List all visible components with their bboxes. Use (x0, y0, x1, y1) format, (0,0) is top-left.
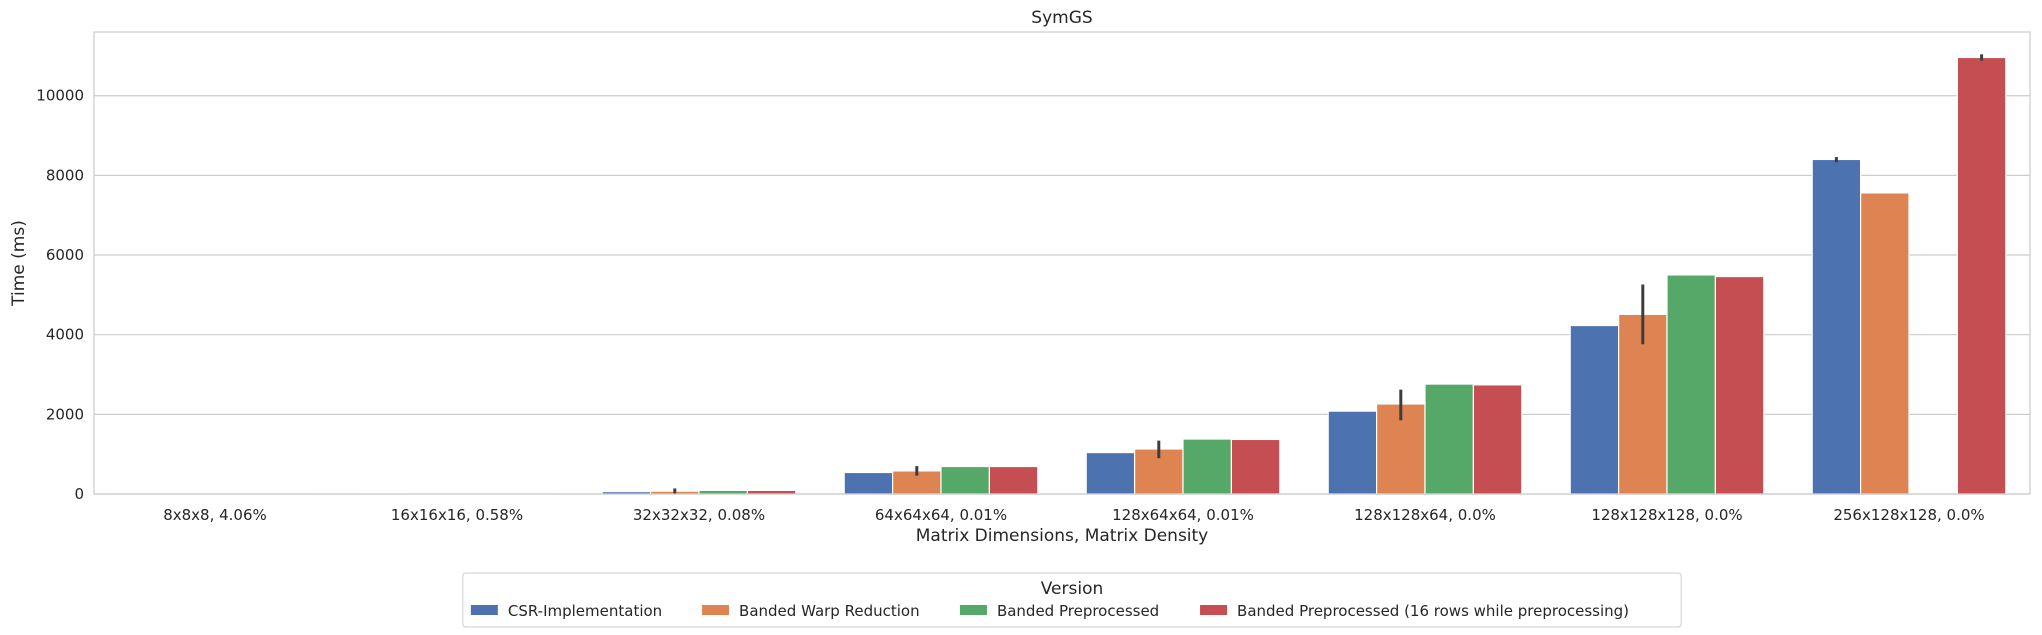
legend-box (462, 572, 1682, 628)
x-tick-label: 128x128x128, 0.0% (1591, 506, 1742, 524)
chart-title: SymGS (1031, 8, 1092, 28)
legend-items: CSR-Implementation Banded Warp Reduction B… (470, 602, 1629, 620)
bar (1569, 324, 1620, 495)
legend-label: Banded Warp Reduction (739, 602, 920, 620)
legend: Version CSR-Implementation Banded Warp Re… (462, 572, 1682, 628)
legend-swatch (959, 605, 987, 615)
y-tick-label: 6000 (46, 246, 84, 264)
x-tick-label: 128x64x64, 0.01% (1112, 506, 1254, 524)
y-tick-label: 2000 (46, 405, 84, 423)
bar (1666, 274, 1717, 495)
bar (1424, 383, 1475, 495)
bar (1327, 410, 1378, 495)
x-tick-label: 16x16x16, 0.58% (391, 506, 523, 524)
x-axis-label: Matrix Dimensions, Matrix Density (916, 526, 1209, 546)
bar (1956, 56, 2007, 495)
legend-label: Banded Preprocessed (997, 602, 1159, 620)
y-tick-label: 10000 (36, 87, 84, 105)
x-tick-label: 32x32x32, 0.08% (633, 506, 765, 524)
y-tick-label: 0 (74, 485, 84, 503)
bar (940, 465, 991, 495)
bar (1230, 438, 1281, 495)
bar (988, 465, 1039, 495)
y-tick-labels: 0 2000 4000 6000 8000 10000 (36, 87, 84, 503)
legend-swatch (470, 605, 498, 615)
bar (1859, 192, 1910, 495)
x-tick-label: 128x128x64, 0.0% (1354, 506, 1496, 524)
legend-label: CSR-Implementation (508, 602, 662, 620)
bar (1617, 313, 1668, 495)
y-tick-label: 8000 (46, 166, 84, 184)
bar (1182, 438, 1233, 495)
y-axis-label: Time (ms) (9, 220, 29, 307)
legend-title: Version (1041, 579, 1104, 599)
x-tick-label: 8x8x8, 4.06% (163, 506, 267, 524)
x-tick-label: 256x128x128, 0.0% (1833, 506, 1984, 524)
legend-swatch (702, 605, 730, 615)
legend-swatch (1200, 605, 1228, 615)
plot-frame (93, 31, 2031, 495)
bar (1714, 275, 1765, 495)
bar (843, 471, 894, 495)
y-tick-label: 4000 (46, 326, 84, 344)
bar (1811, 158, 1862, 495)
error-bars (673, 54, 1984, 494)
bars (117, 56, 2007, 495)
x-tick-label: 64x64x64, 0.01% (875, 506, 1007, 524)
legend-label: Banded Preprocessed (16 rows while prepr… (1237, 602, 1629, 620)
bar (1472, 384, 1523, 495)
bar (1085, 451, 1136, 495)
x-tick-labels: 8x8x8, 4.06% 16x16x16, 0.58% 32x32x32, 0.0… (163, 506, 1984, 524)
